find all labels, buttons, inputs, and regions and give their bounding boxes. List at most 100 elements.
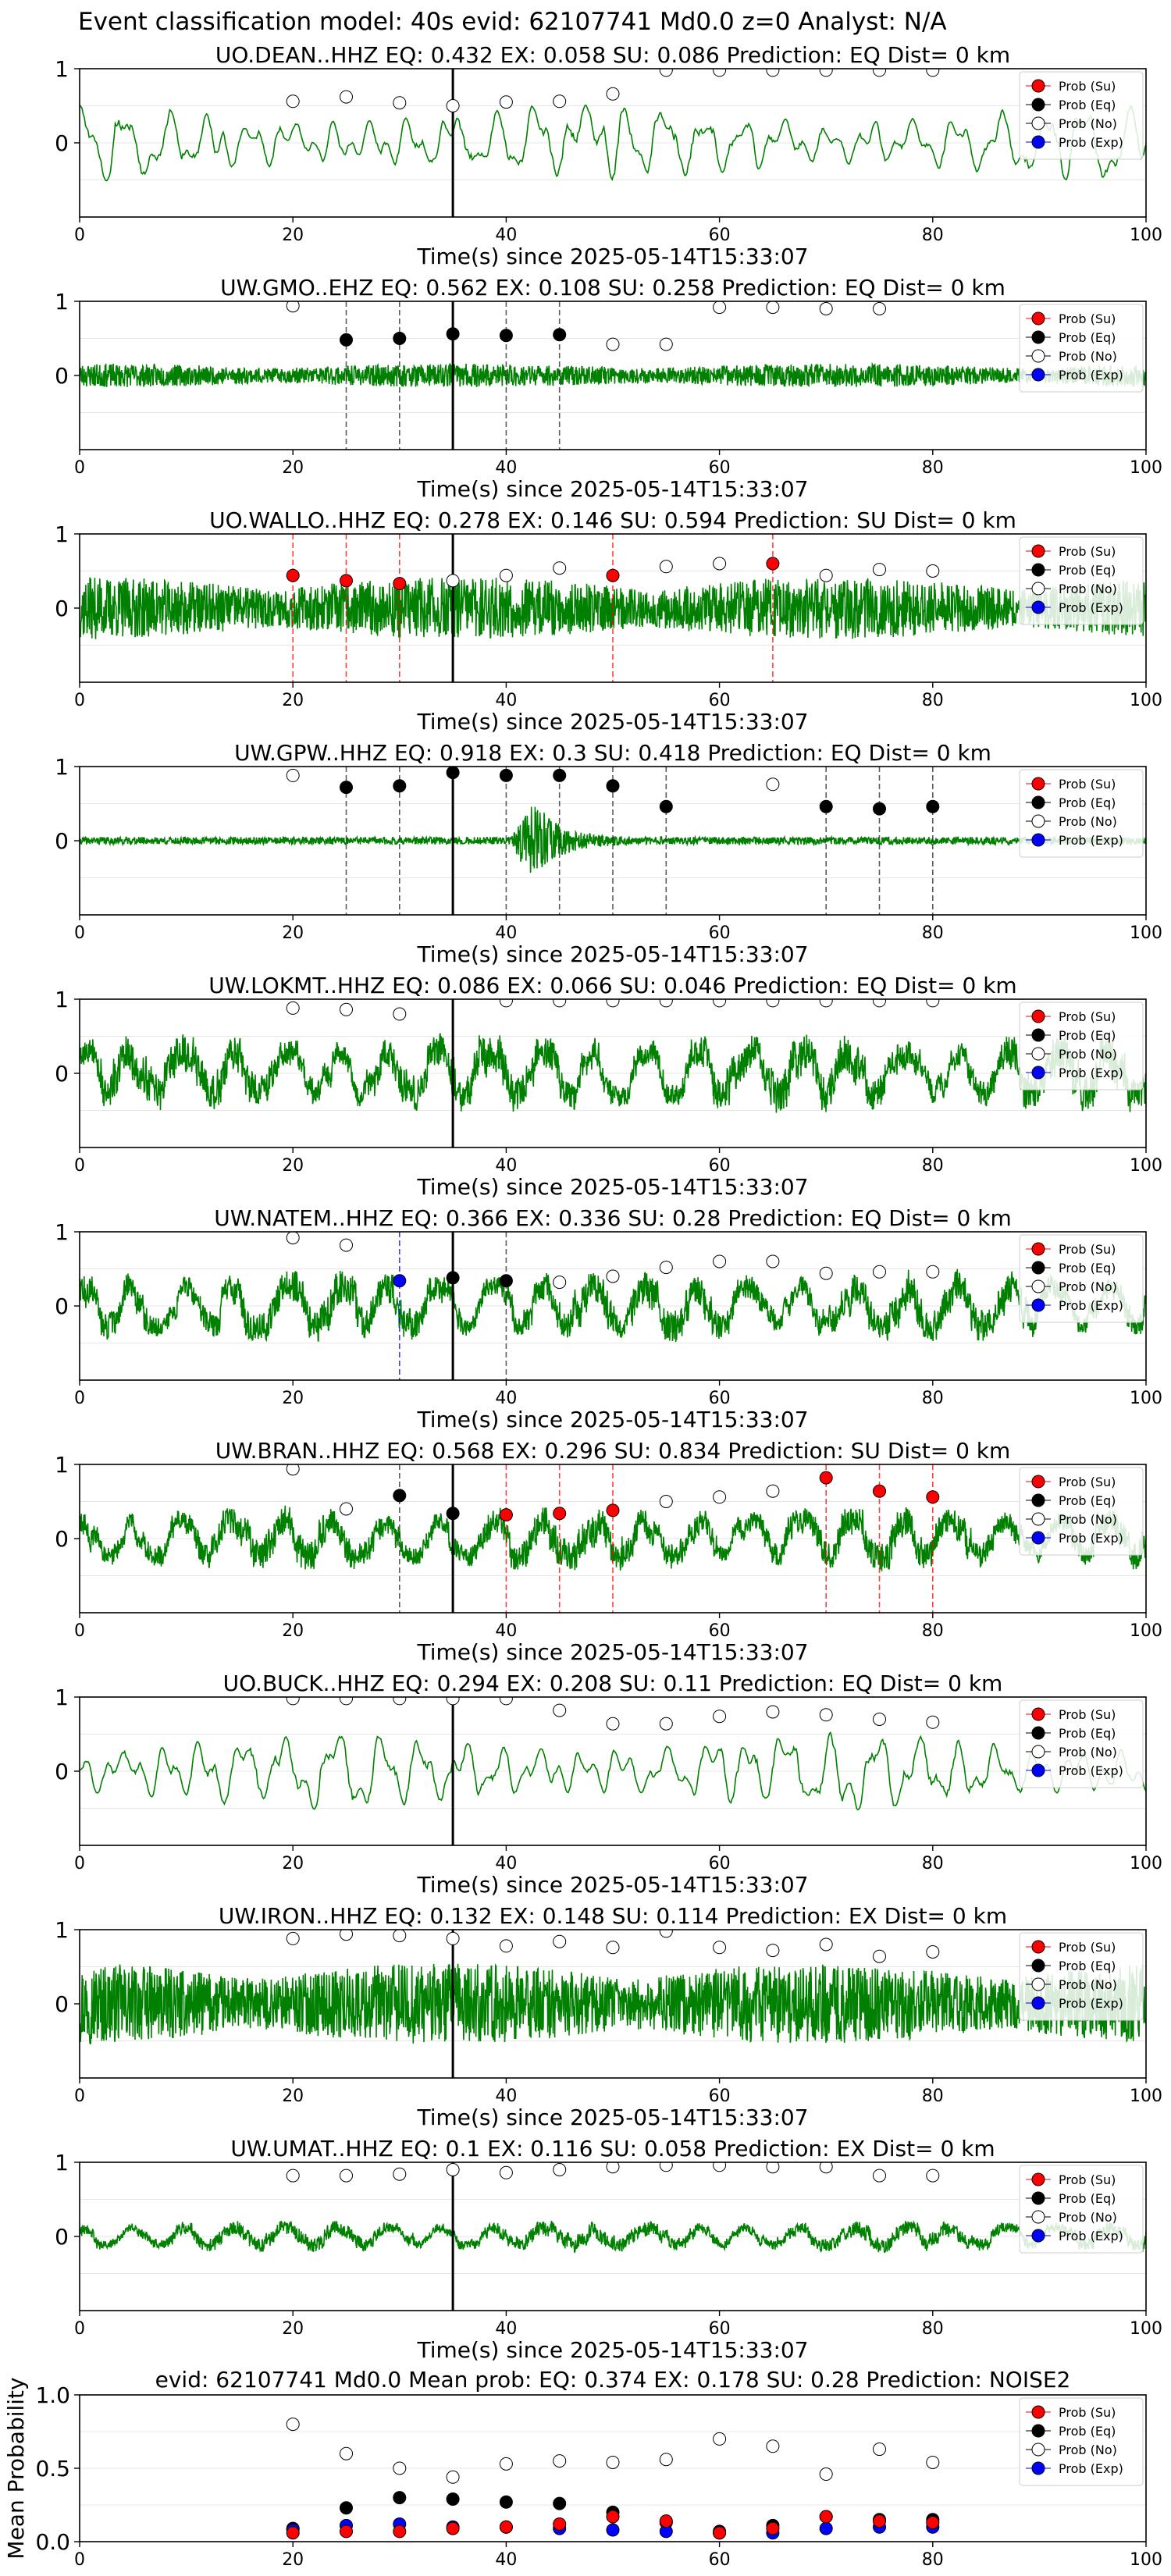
panel-title: UO.WALLO..HHZ EQ: 0.278 EX: 0.146 SU: 0.…	[209, 507, 1016, 533]
legend-label-exp: Prob (Exp)	[1059, 368, 1123, 382]
y-tick-label: 0	[55, 828, 69, 854]
x-tick-label: 80	[922, 923, 944, 943]
x-tick-label: 0	[74, 226, 85, 245]
legend-marker-no	[1031, 582, 1045, 596]
x-tick-label: 100	[1130, 1389, 1162, 1408]
probability-marker-no	[553, 2163, 567, 2176]
panel-title: UW.GPW..HHZ EQ: 0.918 EX: 0.3 SU: 0.418 …	[234, 740, 991, 766]
plot-area	[80, 2162, 1146, 2311]
probability-marker-no	[713, 1490, 727, 1504]
legend-marker-exp	[1031, 833, 1045, 847]
legend-marker-su	[1031, 311, 1045, 326]
mean-probability-panel: evid: 62107741 Md0.0 Mean prob: EQ: 0.37…	[3, 2367, 1162, 2570]
probability-marker-no	[393, 1697, 407, 1706]
mean-prob-point-su	[606, 2510, 620, 2524]
y-tick-label: 1	[55, 521, 69, 547]
probability-marker-no	[819, 1708, 833, 1722]
legend-label-su: Prob (Su)	[1059, 79, 1116, 94]
probability-marker-no	[713, 1710, 727, 1724]
probability-marker-no	[926, 1945, 940, 1959]
legend-marker-eq	[1031, 1959, 1045, 1973]
x-tick-label: 100	[1130, 458, 1162, 478]
station-panel-9: UW.IRON..HHZ EQ: 0.132 EX: 0.148 SU: 0.1…	[55, 1903, 1162, 2130]
y-tick-label: 1	[55, 754, 69, 780]
y-tick-label: 1	[55, 1917, 69, 1943]
legend-marker-su	[1031, 1707, 1045, 1721]
legend-label-no: Prob (No)	[1059, 1279, 1117, 1294]
probability-marker-eq	[393, 332, 407, 345]
x-tick-label: 100	[1130, 2550, 1162, 2570]
legend-marker-eq	[1031, 98, 1045, 112]
legend-marker-no	[1031, 116, 1045, 130]
probability-marker-no	[286, 1001, 300, 1015]
mean-prob-point-eq	[393, 2491, 407, 2505]
x-axis-label: Time(s) since 2025-05-14T15:33:07	[416, 1407, 808, 1432]
legend-marker-exp	[1031, 2461, 1045, 2475]
legend-marker-su	[1031, 1940, 1045, 1954]
station-panel-3: UO.WALLO..HHZ EQ: 0.278 EX: 0.146 SU: 0.…	[55, 507, 1162, 735]
probability-marker-no	[659, 337, 673, 351]
mean-prob-point-exp	[606, 2523, 620, 2537]
probability-marker-no	[659, 1930, 673, 1938]
legend-label-su: Prob (Su)	[1059, 544, 1116, 559]
legend-marker-eq	[1031, 795, 1045, 809]
probability-marker-su	[286, 568, 300, 582]
panels: UO.DEAN..HHZ EQ: 0.432 EX: 0.058 SU: 0.0…	[3, 42, 1162, 2570]
probability-marker-no	[340, 1502, 353, 1516]
legend-marker-eq	[1031, 1028, 1045, 1042]
station-panel-5: UW.LOKMT..HHZ EQ: 0.086 EX: 0.066 SU: 0.…	[55, 973, 1162, 1200]
legend-marker-exp	[1031, 600, 1045, 614]
x-tick-label: 20	[282, 2319, 304, 2339]
waveform-trace	[80, 1731, 1146, 1811]
x-tick-label: 80	[922, 2319, 944, 2339]
x-tick-label: 100	[1130, 923, 1162, 943]
mean-prob-point-no	[606, 2455, 620, 2469]
probability-marker-no	[766, 999, 780, 1008]
mean-prob-point-su	[446, 2521, 460, 2535]
legend-box	[1019, 1002, 1144, 1091]
legend-label-su: Prob (Su)	[1059, 1707, 1116, 1722]
legend-label-su: Prob (Su)	[1059, 1475, 1116, 1489]
x-tick-label: 60	[709, 2550, 731, 2570]
legend-label-exp: Prob (Exp)	[1059, 2229, 1123, 2243]
probability-marker-eq	[340, 781, 353, 795]
x-tick-label: 80	[922, 1389, 944, 1408]
probability-marker-no	[873, 69, 886, 77]
probability-marker-no	[766, 1944, 780, 1958]
probability-marker-no	[340, 1697, 353, 1706]
x-tick-label: 40	[495, 1389, 517, 1408]
waveform-trace	[80, 1963, 1146, 2045]
probability-marker-eq	[926, 799, 940, 813]
x-tick-label: 20	[282, 923, 304, 943]
probability-marker-no	[819, 2162, 833, 2174]
x-axis-label: Time(s) since 2025-05-14T15:33:07	[416, 1174, 808, 1200]
x-tick-label: 60	[709, 1156, 731, 1176]
waveform-trace	[80, 1268, 1146, 1343]
legend-label-exp: Prob (Exp)	[1059, 600, 1123, 615]
x-axis-label: Time(s) since 2025-05-14T15:33:07	[416, 2105, 808, 2130]
legend-marker-su	[1031, 544, 1045, 558]
mean-prob-point-no	[446, 2470, 460, 2484]
probability-marker-no	[446, 99, 460, 112]
mean-prob-point-eq	[499, 2495, 513, 2509]
station-panel-10: UW.UMAT..HHZ EQ: 0.1 EX: 0.116 SU: 0.058…	[55, 2136, 1162, 2363]
probability-marker-su	[393, 577, 407, 591]
probability-marker-su	[926, 1490, 940, 1504]
probability-marker-no	[606, 1941, 620, 1955]
x-tick-label: 0	[74, 923, 85, 943]
probability-marker-no	[873, 999, 886, 1008]
y-tick-label: 0	[55, 2224, 69, 2250]
probability-marker-eq	[606, 779, 620, 793]
legend-marker-eq	[1031, 1726, 1045, 1740]
mean-prob-point-exp	[819, 2521, 833, 2535]
legend-label-no: Prob (No)	[1059, 814, 1117, 829]
probability-marker-no	[819, 568, 833, 582]
x-axis-label: Time(s) since 2025-05-14T15:33:07	[416, 244, 808, 269]
legend-label-eq: Prob (Eq)	[1059, 98, 1116, 112]
probability-marker-no	[446, 2163, 460, 2176]
panel-title: UW.UMAT..HHZ EQ: 0.1 EX: 0.116 SU: 0.058…	[230, 2136, 995, 2161]
probability-marker-no	[499, 568, 513, 582]
legend-marker-exp	[1031, 135, 1045, 149]
legend-label-exp: Prob (Exp)	[1059, 833, 1123, 848]
